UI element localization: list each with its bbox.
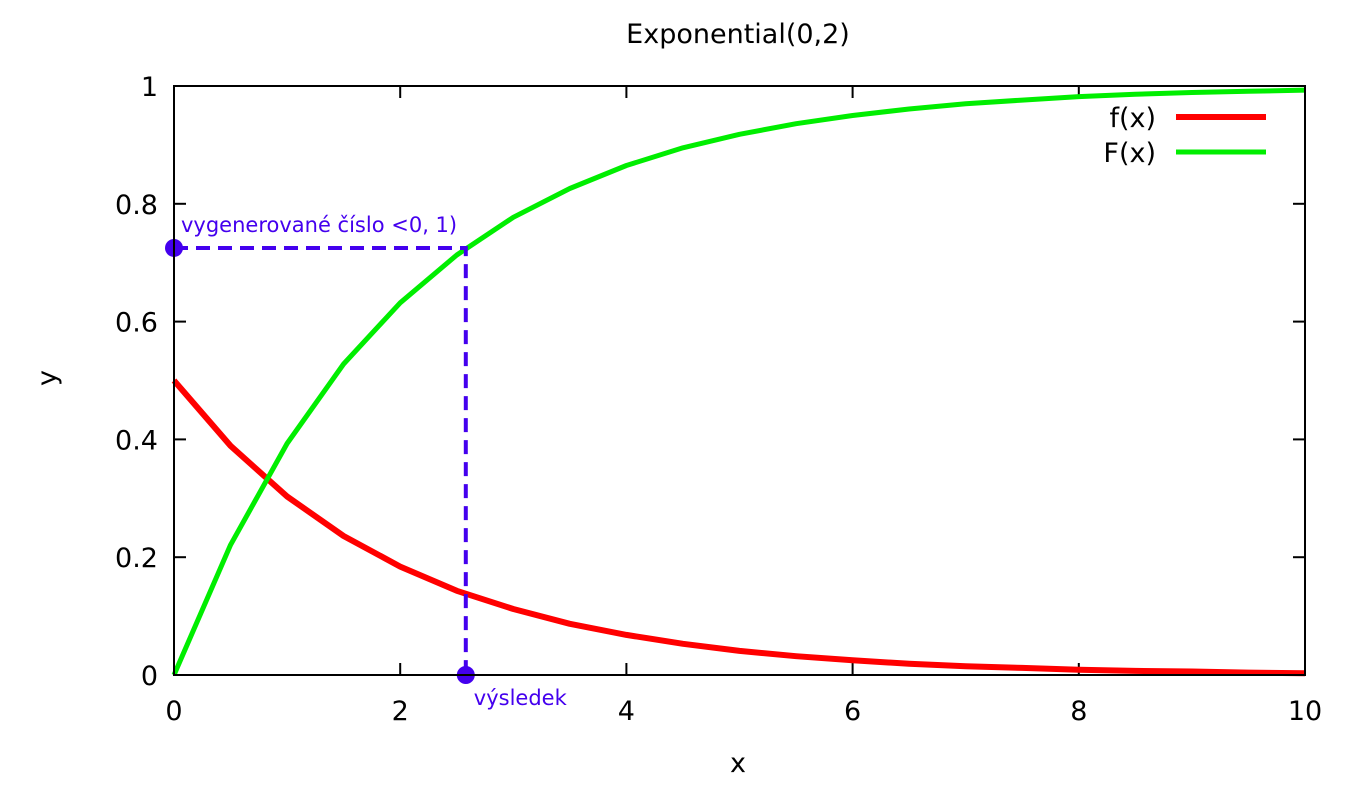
x-tick-label: 6	[844, 696, 861, 727]
y-tick-label: 0.4	[115, 425, 158, 456]
legend-label: F(x)	[1103, 138, 1156, 169]
x-tick-label: 0	[165, 696, 182, 727]
x-tick-label: 2	[392, 696, 409, 727]
legend-label: f(x)	[1109, 103, 1156, 134]
series-line-pdf	[171, 378, 1306, 677]
y-axis-label: y	[32, 370, 63, 386]
plot-frame	[173, 85, 1306, 676]
y-tick-label: 1	[141, 72, 158, 103]
x-axis-label: x	[730, 748, 746, 779]
y-tick-label: 0.2	[115, 543, 158, 574]
plot-area: vygenerované číslo <0, 1) výsledek	[165, 87, 1306, 710]
x-tick-label: 10	[1288, 696, 1322, 727]
axis-ticks: 0 2 4 6 8 10 0 0.2 0.4 0.6 0.8 1	[115, 72, 1322, 727]
chart-title: Exponential(0,2)	[626, 19, 850, 50]
legend: f(x) F(x)	[1103, 103, 1266, 169]
x-tick-label: 8	[1070, 696, 1087, 727]
inverse-transform-guide	[174, 245, 468, 675]
series-line-cdf	[171, 87, 1306, 676]
x-tick-label: 4	[618, 696, 635, 727]
generated-value-label: vygenerované číslo <0, 1)	[181, 213, 457, 237]
result-label: výsledek	[474, 686, 568, 710]
y-tick-label: 0.8	[115, 190, 158, 221]
y-tick-label: 0.6	[115, 308, 158, 339]
y-tick-label: 0	[141, 661, 158, 692]
